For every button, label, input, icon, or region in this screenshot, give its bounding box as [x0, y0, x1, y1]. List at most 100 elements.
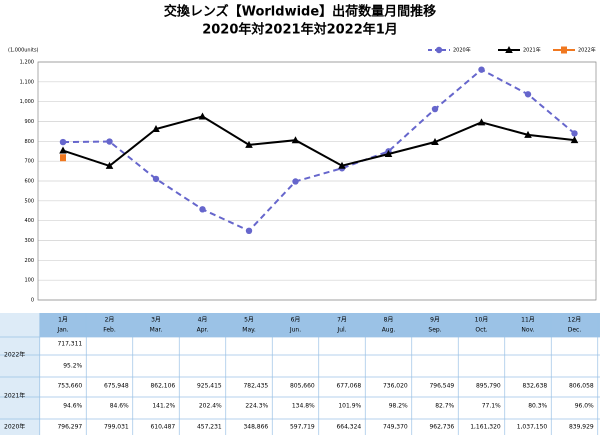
cell-value: 782,435 [243, 383, 268, 390]
cell-value: 806,058 [569, 383, 594, 390]
x-tick-label: 6月 [291, 317, 301, 324]
x-tick-label-en: Aug. [382, 327, 396, 334]
cell-ratio: 96.0% [575, 403, 594, 410]
cell-value: 796,549 [429, 383, 454, 390]
x-tick-label: 1月 [58, 317, 68, 324]
chart-title: 交換レンズ【Worldwide】出荷数量月間推移 [164, 4, 436, 20]
x-tick-label: 2月 [105, 317, 115, 324]
cell-value: 753,660 [57, 383, 82, 390]
x-tick-label-en: Sep. [428, 327, 441, 334]
point [524, 91, 532, 98]
y-tick-label: 0 [31, 298, 34, 304]
x-tick-label: 7月 [337, 317, 347, 324]
y-tick-label: 100 [24, 278, 34, 284]
legend-marker [435, 46, 443, 54]
x-tick-label-en: Nov. [521, 327, 534, 334]
cell-value: 962,736 [429, 424, 454, 431]
point [292, 178, 299, 185]
cell-ratio: 224.3% [245, 403, 268, 410]
table-label-col [0, 313, 40, 435]
point [571, 130, 578, 137]
point [431, 138, 439, 146]
x-tick-label: 9月 [430, 317, 440, 324]
x-tick-label: 5月 [244, 317, 254, 324]
row-label: 2021年 [4, 392, 25, 400]
x-tick-label-en: Jul. [336, 327, 346, 334]
x-tick-label-en: Dec. [568, 327, 582, 334]
cell-value: 348,866 [243, 424, 268, 431]
y-tick-label: 400 [24, 218, 34, 224]
point [478, 66, 485, 73]
x-tick-label: 11月 [521, 317, 535, 324]
cell-value: 1,037,150 [517, 424, 548, 431]
point [338, 161, 346, 169]
cell-value: 832,638 [522, 383, 547, 390]
plot-frame [37, 61, 597, 301]
cell-ratio: 80.3% [528, 403, 547, 410]
cell-ratio: 98.2% [389, 403, 408, 410]
cell-value: 799,031 [104, 424, 129, 431]
point [477, 118, 486, 126]
cell-ratio: 101.9% [338, 403, 361, 410]
point [59, 146, 67, 154]
point [245, 140, 253, 148]
cell-value: 677,068 [336, 383, 361, 390]
x-tick-label: 10月 [475, 317, 489, 324]
x-tick-label-en: Oct. [475, 327, 487, 334]
cell-value: 610,487 [150, 424, 175, 431]
point [570, 136, 579, 144]
cell-ratio: 141.2% [152, 403, 175, 410]
cell-value: 925,415 [197, 383, 222, 390]
x-tick-label-en: May. [242, 327, 256, 334]
y-tick-label: 700 [24, 159, 34, 165]
cell-value: 717,311 [57, 341, 82, 348]
point [152, 125, 160, 133]
point [384, 150, 393, 158]
row-label: 2020年 [4, 423, 25, 431]
point [198, 112, 207, 120]
table-header [0, 313, 600, 337]
x-tick-label-en: Jan. [56, 327, 68, 334]
x-tick-label: 4月 [198, 317, 208, 324]
cell-value: 1,161,320 [470, 424, 501, 431]
x-tick-label: 3月 [151, 317, 161, 324]
legend-label: 2022年 [578, 47, 596, 54]
series-line [62, 68, 576, 233]
cell-ratio: 77.1% [482, 403, 501, 410]
x-tick-label-en: Apr. [197, 327, 209, 334]
cell-value: 736,020 [383, 383, 408, 390]
series-line [62, 115, 575, 168]
point [524, 130, 532, 138]
cell-ratio: 82.7% [435, 403, 454, 410]
y-tick-label: 900 [24, 119, 34, 125]
y-tick-label: 600 [24, 179, 34, 185]
row-label: 2022年 [4, 351, 25, 359]
y-tick-label: 200 [24, 258, 34, 264]
y-tick-label: 300 [24, 238, 34, 244]
cell-value: 839,929 [569, 424, 594, 431]
cell-value: 805,660 [290, 383, 315, 390]
x-tick-label-en: Feb. [103, 327, 116, 334]
cell-value: 597,719 [290, 424, 315, 431]
y-tick-label: 1,000 [20, 99, 34, 105]
y-axis-label: (1,000units) [8, 48, 39, 54]
point [245, 227, 253, 235]
point [106, 138, 113, 145]
cell-value: 664,324 [336, 424, 361, 431]
x-tick-label: 8月 [384, 317, 394, 324]
y-tick-label: 1,100 [20, 79, 34, 85]
chart-subtitle: 2020年対2021年対2022年1月 [202, 22, 398, 38]
legend-marker [561, 46, 567, 54]
x-tick-label: 12月 [568, 317, 582, 324]
legend-label: 2020年 [453, 47, 471, 54]
point [60, 154, 66, 162]
legend-marker [505, 46, 513, 53]
point [105, 161, 114, 169]
y-tick-label: 800 [24, 139, 34, 145]
point [59, 138, 67, 146]
x-tick-label-en: Jun. [289, 327, 301, 334]
cell-ratio: 134.8% [292, 403, 315, 410]
cell-ratio: 95.2% [63, 363, 82, 370]
x-tick-label-en: Mar. [150, 327, 163, 334]
